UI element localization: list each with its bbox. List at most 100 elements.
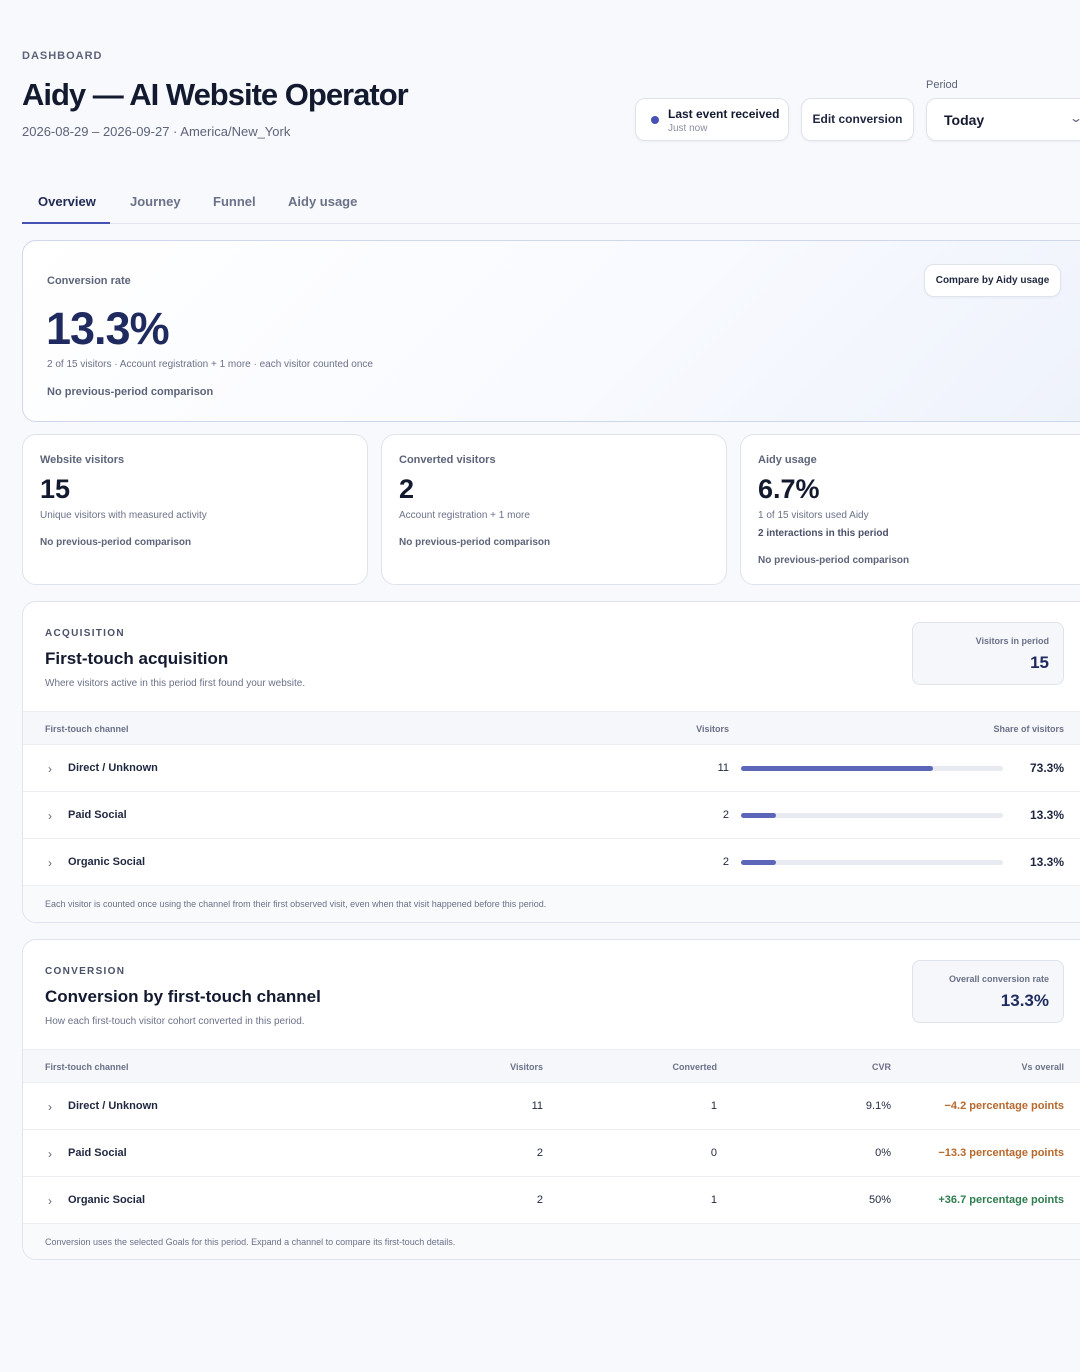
stat-label: Converted visitors [399, 454, 496, 466]
conversion-rate-label: Conversion rate [47, 275, 131, 287]
table-header: First-touch channel Visitors Share of vi… [23, 711, 1080, 745]
column-header: Vs overall [1021, 1062, 1064, 1072]
kpi-value: 15 [1030, 653, 1049, 672]
conversion-rate-comparison: No previous-period comparison [47, 386, 214, 398]
acquisition-section: ACQUISITION First-touch acquisition Wher… [22, 601, 1080, 923]
tab-journey[interactable]: Journey [130, 194, 181, 209]
channel-name: Paid Social [68, 1147, 127, 1159]
section-title: First-touch acquisition [45, 649, 229, 668]
stat-subtext: Account registration + 1 more [399, 510, 530, 521]
table-row[interactable]: › Direct / Unknown 11 73.3% [23, 745, 1080, 792]
visitors-count: 2 [536, 1194, 543, 1206]
table-row[interactable]: › Organic Social 2 1 50% +36.7 percentag… [23, 1177, 1080, 1224]
converted-visitors-card: Converted visitors 2 Account registratio… [381, 434, 727, 585]
stat-comparison: No previous-period comparison [40, 537, 192, 548]
column-header: Visitors [510, 1062, 543, 1072]
date-range: 2026-08-29 – 2026-09-27 · America/New_Yo… [22, 124, 291, 139]
channel-name: Direct / Unknown [68, 1100, 158, 1112]
share-bar-fill [741, 813, 776, 818]
tab-aidy-usage[interactable]: Aidy usage [288, 194, 358, 209]
tab-overview[interactable]: Overview [38, 194, 96, 209]
share-bar [741, 766, 1003, 771]
last-event-time: Just now [668, 123, 708, 134]
table-row[interactable]: › Direct / Unknown 11 1 9.1% −4.2 percen… [23, 1083, 1080, 1130]
section-description: How each first-touch visitor cohort conv… [45, 1016, 305, 1027]
chevron-right-icon[interactable]: › [48, 762, 52, 776]
status-dot-icon [651, 116, 659, 124]
converted-count: 1 [710, 1194, 717, 1206]
share-value: 73.3% [1029, 761, 1064, 775]
section-eyebrow: CONVERSION [45, 966, 126, 977]
cvr-value: 50% [868, 1194, 891, 1206]
column-header: First-touch channel [45, 1062, 129, 1072]
visitors-count: 2 [722, 809, 729, 821]
active-tab-indicator [22, 222, 110, 224]
footnote-text: Each visitor is counted once using the c… [45, 899, 547, 909]
kpi-value: 13.3% [1000, 991, 1049, 1010]
compare-by-aidy-usage-button[interactable]: Compare by Aidy usage [924, 264, 1061, 297]
website-visitors-card: Website visitors 15 Unique visitors with… [22, 434, 368, 585]
vs-overall-value: −13.3 percentage points [938, 1147, 1064, 1159]
visitors-in-period-box: Visitors in period 15 [912, 622, 1064, 685]
visitors-count: 2 [536, 1147, 543, 1159]
stat-value: 2 [399, 474, 415, 504]
chevron-right-icon[interactable]: › [48, 856, 52, 870]
period-select[interactable]: Today ⌄ [926, 98, 1080, 141]
stat-label: Aidy usage [758, 454, 817, 466]
tab-funnel[interactable]: Funnel [213, 194, 256, 209]
stat-label: Website visitors [40, 454, 125, 466]
section-description: Where visitors active in this period fir… [45, 678, 306, 689]
chevron-right-icon[interactable]: › [48, 1100, 52, 1114]
conversion-rate-card: Conversion rate 13.3% 2 of 15 visitors ·… [22, 240, 1080, 422]
column-header: Visitors [696, 724, 729, 734]
last-event-title: Last event received [668, 107, 780, 121]
chevron-right-icon[interactable]: › [48, 1147, 52, 1161]
section-title: Conversion by first-touch channel [45, 987, 321, 1006]
conversion-section: CONVERSION Conversion by first-touch cha… [22, 939, 1080, 1260]
table-row[interactable]: › Paid Social 2 0 0% −13.3 percentage po… [23, 1130, 1080, 1177]
page-title: Aidy — AI Website Operator [22, 77, 409, 112]
share-bar-fill [741, 766, 934, 771]
table-row[interactable]: › Paid Social 2 13.3% [23, 792, 1080, 839]
aidy-usage-card: Aidy usage 6.7% 1 of 15 visitors used Ai… [740, 434, 1080, 585]
column-header: Share of visitors [993, 724, 1064, 734]
table-footnote: Each visitor is counted once using the c… [23, 886, 1080, 922]
visitors-count: 11 [531, 1100, 543, 1112]
period-label: Period [926, 79, 958, 91]
visitors-count: 11 [717, 762, 729, 774]
channel-name: Organic Social [68, 1194, 146, 1206]
channel-name: Organic Social [68, 856, 146, 868]
last-event-indicator[interactable]: Last event received Just now [635, 98, 789, 141]
column-header: Converted [672, 1062, 717, 1072]
share-bar-fill [741, 860, 776, 865]
stat-comparison: No previous-period comparison [399, 537, 551, 548]
chevron-right-icon[interactable]: › [48, 809, 52, 823]
share-bar [741, 813, 1003, 818]
kpi-label: Visitors in period [975, 636, 1049, 646]
stat-subtext: 1 of 15 visitors used Aidy [758, 510, 869, 521]
share-value: 13.3% [1029, 855, 1064, 869]
edit-conversion-button[interactable]: Edit conversion [801, 98, 914, 141]
channel-name: Paid Social [68, 809, 127, 821]
stat-value: 6.7% [758, 474, 820, 504]
chevron-right-icon[interactable]: › [48, 1194, 52, 1208]
table-footnote: Conversion uses the selected Goals for t… [23, 1224, 1080, 1259]
share-value: 13.3% [1029, 808, 1064, 822]
section-eyebrow: ACQUISITION [45, 628, 125, 639]
table-header: First-touch channel Visitors Converted C… [23, 1049, 1080, 1083]
share-bar [741, 860, 1003, 865]
kpi-label: Overall conversion rate [948, 974, 1049, 984]
page-eyebrow: DASHBOARD [22, 50, 103, 62]
visitors-count: 2 [722, 856, 729, 868]
chevron-down-icon: ⌄ [1069, 111, 1080, 125]
stat-value: 15 [40, 474, 71, 504]
overall-conversion-rate-box: Overall conversion rate 13.3% [912, 960, 1064, 1023]
converted-count: 0 [710, 1147, 717, 1159]
stat-interactions: 2 interactions in this period [758, 528, 889, 539]
vs-overall-value: +36.7 percentage points [938, 1194, 1064, 1206]
column-header: CVR [871, 1062, 891, 1072]
table-row[interactable]: › Organic Social 2 13.3% [23, 839, 1080, 886]
channel-name: Direct / Unknown [68, 762, 158, 774]
conversion-rate-description: 2 of 15 visitors · Account registration … [47, 359, 373, 370]
vs-overall-value: −4.2 percentage points [944, 1100, 1064, 1112]
